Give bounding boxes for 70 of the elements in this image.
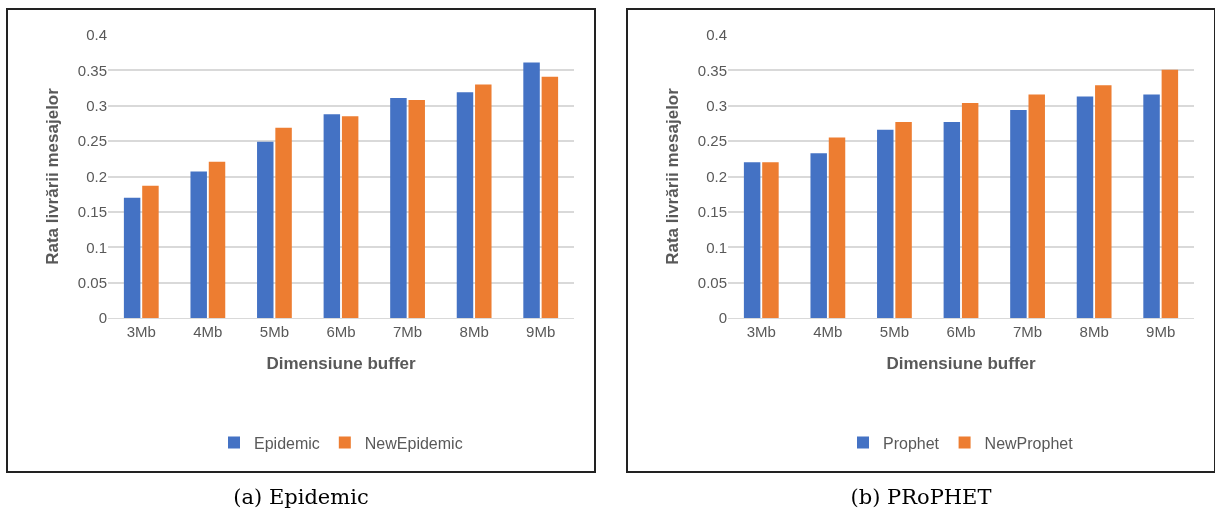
bar bbox=[456, 92, 474, 318]
x-tick-label: 5Mb bbox=[259, 323, 290, 340]
bar bbox=[743, 162, 761, 318]
bar bbox=[943, 122, 961, 318]
x-tick-label: 3Mb bbox=[746, 323, 776, 340]
text: (b) PRoPHET bbox=[849, 485, 993, 509]
y-axis-title: Rata livrării mesajelor bbox=[663, 87, 683, 265]
x-tick-label: 4Mb bbox=[813, 323, 843, 340]
x-tick-label: 7Mb bbox=[392, 323, 423, 340]
bar bbox=[1143, 94, 1160, 318]
y-tick-label: 0.15 bbox=[697, 203, 727, 221]
x-tick-label: 8Mb bbox=[459, 323, 489, 340]
x-tick-label: 6Mb bbox=[326, 323, 356, 340]
y-tick-label: 0.4 bbox=[86, 26, 107, 44]
bar bbox=[275, 127, 292, 318]
y-tick-label: 0.25 bbox=[697, 132, 727, 150]
bar bbox=[895, 122, 912, 318]
bar bbox=[828, 137, 846, 318]
text: (a) Epidemic bbox=[232, 485, 370, 509]
y-tick-label: 0.1 bbox=[86, 238, 107, 256]
legend-label: Prophet bbox=[883, 434, 940, 452]
x-tick-label: 3Mb bbox=[126, 323, 156, 340]
y-axis-title: Rata livrării mesajelor bbox=[43, 87, 63, 265]
x-axis-title: Dimensiune buffer bbox=[266, 354, 416, 374]
bar bbox=[877, 129, 894, 318]
x-axis-title: Dimensiune buffer bbox=[886, 354, 1036, 374]
bar bbox=[123, 197, 141, 318]
bar bbox=[541, 76, 559, 318]
bar bbox=[810, 153, 827, 318]
bar bbox=[475, 84, 492, 318]
legend-label: NewEpidemic bbox=[364, 434, 463, 452]
x-tick-label: 9Mb bbox=[1146, 323, 1176, 340]
bar bbox=[390, 97, 407, 318]
x-tick-label: 7Mb bbox=[1012, 323, 1043, 340]
bar bbox=[408, 100, 425, 318]
bar bbox=[1161, 69, 1179, 318]
y-tick-label: 0.35 bbox=[77, 61, 107, 79]
bar bbox=[961, 102, 979, 318]
bar bbox=[1010, 110, 1027, 318]
y-tick-label: 0.15 bbox=[77, 203, 107, 221]
bar bbox=[323, 114, 341, 318]
y-tick-label: 0.25 bbox=[77, 132, 107, 150]
legend-label: Epidemic bbox=[254, 434, 320, 452]
x-tick-label: 6Mb bbox=[946, 323, 976, 340]
y-tick-label: 0.35 bbox=[697, 61, 727, 79]
x-tick-label: 9Mb bbox=[526, 323, 556, 340]
legend-label: NewProphet bbox=[984, 434, 1074, 452]
y-tick-label: 0.05 bbox=[697, 273, 727, 291]
bar bbox=[142, 185, 159, 318]
bar bbox=[1028, 94, 1045, 318]
y-tick-label: 0.3 bbox=[86, 97, 107, 114]
y-tick-label: 0 bbox=[98, 309, 107, 327]
bar bbox=[341, 116, 359, 318]
bar bbox=[1076, 96, 1094, 318]
y-tick-label: 0.1 bbox=[706, 238, 727, 256]
bar bbox=[1095, 85, 1112, 318]
x-tick-label: 5Mb bbox=[879, 323, 910, 340]
y-tick-label: 0.2 bbox=[86, 167, 107, 185]
bar bbox=[762, 162, 779, 318]
x-tick-label: 4Mb bbox=[193, 323, 223, 340]
bar bbox=[208, 161, 226, 318]
y-tick-label: 0.05 bbox=[77, 273, 107, 291]
y-tick-label: 0 bbox=[718, 309, 727, 327]
y-tick-label: 0.3 bbox=[706, 97, 727, 114]
bar bbox=[523, 62, 540, 318]
x-tick-label: 8Mb bbox=[1079, 323, 1109, 340]
bar bbox=[190, 171, 207, 318]
y-tick-label: 0.4 bbox=[706, 26, 727, 44]
bar bbox=[257, 141, 274, 318]
y-tick-label: 0.2 bbox=[706, 167, 727, 185]
